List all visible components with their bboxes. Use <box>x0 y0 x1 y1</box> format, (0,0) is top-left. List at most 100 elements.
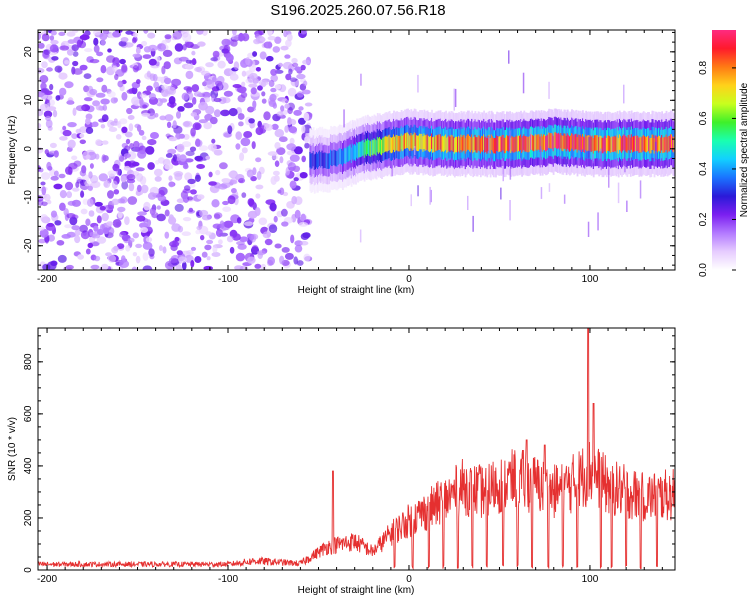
heatmap-cell <box>601 137 604 154</box>
heatmap-cell <box>222 200 229 206</box>
heatmap-cell <box>223 90 233 97</box>
heatmap-cell <box>517 135 520 151</box>
heatmap-cell <box>184 172 193 181</box>
heatmap-cell <box>312 150 315 167</box>
heatmap-cell <box>201 251 208 258</box>
heatmap-cell <box>223 220 234 228</box>
heatmap-cell <box>285 73 292 81</box>
heatmap-cell <box>250 234 257 243</box>
heatmap-cell <box>135 243 143 249</box>
heatmap-cell <box>653 138 656 154</box>
heatmap-cell <box>232 84 242 88</box>
heatmap-cell <box>495 138 497 154</box>
heatmap-cell <box>294 209 301 219</box>
heatmap-cell <box>502 161 504 182</box>
heatmap-cell <box>541 136 544 152</box>
heatmap-cell <box>615 137 618 153</box>
heatmap-cell <box>430 189 432 203</box>
heatmap-cell <box>39 103 50 111</box>
heatmap-cell <box>270 68 278 76</box>
heatmap-cell <box>164 163 174 170</box>
heatmap-cell <box>364 139 367 155</box>
heatmap-cell <box>41 172 51 180</box>
heatmap-cell <box>238 121 244 127</box>
heatmap-cell <box>168 96 176 105</box>
heatmap-cell <box>287 87 297 97</box>
heatmap-cell <box>226 235 234 243</box>
heatmap-cell <box>127 237 135 243</box>
heatmap-cell <box>264 238 273 246</box>
heatmap-cell <box>378 137 381 153</box>
heatmap-cell <box>137 150 147 159</box>
heatmap-cell <box>465 135 468 152</box>
heatmap-cell <box>582 134 584 150</box>
heatmap-cell <box>473 136 476 153</box>
heatmap-cell <box>189 146 197 152</box>
heatmap-cell <box>217 60 226 69</box>
heatmap-cell <box>437 134 440 150</box>
heatmap-cell <box>365 140 368 157</box>
heatmap-cell <box>66 213 76 219</box>
heatmap-cell <box>660 137 662 153</box>
heatmap-cell <box>205 62 214 68</box>
heatmap-cell <box>181 141 192 148</box>
heatmap-cell <box>355 145 357 161</box>
heatmap-cell <box>464 138 467 154</box>
heatmap-cell <box>403 133 406 149</box>
heatmap-cell <box>100 39 106 46</box>
heatmap-cell <box>459 137 462 153</box>
heatmap-cell <box>261 91 266 97</box>
snr-frame <box>37 327 676 571</box>
heatmap-cell <box>554 132 557 148</box>
heatmap-cell <box>255 157 262 163</box>
heatmap-cell <box>107 254 117 263</box>
heatmap-cell <box>431 133 433 149</box>
heatmap-cell <box>396 134 399 151</box>
heatmap-cell <box>393 134 395 150</box>
heatmap-cell <box>266 55 274 62</box>
heatmap-cell <box>174 236 180 242</box>
heatmap-cell <box>270 87 277 93</box>
heatmap-cell <box>534 135 536 151</box>
heatmap-cell <box>116 243 125 250</box>
heatmap-cell <box>50 175 59 181</box>
heatmap-cell <box>218 96 227 105</box>
heatmap-cell <box>148 44 158 52</box>
heatmap-cell <box>89 163 94 169</box>
heatmap-cell <box>567 135 570 151</box>
heatmap-cell <box>536 135 539 151</box>
heatmap-cell <box>211 138 216 144</box>
heatmap-cell <box>330 149 332 166</box>
heatmap-cell <box>126 174 136 181</box>
heatmap-cell <box>127 115 135 120</box>
heatmap-cell <box>44 90 53 96</box>
heatmap-cell <box>298 117 306 125</box>
heatmap-cell <box>664 136 667 153</box>
heatmap-cell <box>103 181 109 188</box>
heatmap-cell <box>117 198 126 204</box>
heatmap-cell <box>212 245 218 254</box>
heatmap-cell <box>67 99 74 105</box>
heatmap-cell <box>292 62 299 67</box>
heatmap-cell <box>585 134 587 151</box>
heatmap-cell <box>42 263 51 270</box>
spectrogram-y-axis-label: Frequency (Hz) <box>7 116 18 185</box>
heatmap-cell <box>59 87 67 96</box>
heatmap-cell <box>245 57 251 66</box>
heatmap-cell <box>510 137 513 154</box>
heatmap-cell <box>668 135 671 152</box>
heatmap-cell <box>223 44 231 54</box>
heatmap-cell <box>539 136 542 152</box>
heatmap-cell <box>228 171 237 178</box>
heatmap-cell <box>374 139 377 155</box>
heatmap-cell <box>132 232 139 239</box>
heatmap-cell <box>343 109 345 128</box>
heatmap-cell <box>440 136 443 153</box>
heatmap-cell <box>311 152 314 169</box>
heatmap-cell <box>354 144 356 160</box>
heatmap-cell <box>280 45 289 51</box>
heatmap-cell <box>672 136 674 152</box>
heatmap-cell <box>252 167 257 176</box>
snr-y-ticks: 0 200 400 600 800 <box>23 335 675 573</box>
heatmap-cell <box>382 137 384 154</box>
